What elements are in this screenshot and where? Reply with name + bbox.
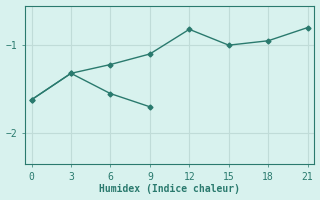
X-axis label: Humidex (Indice chaleur): Humidex (Indice chaleur) <box>99 184 240 194</box>
